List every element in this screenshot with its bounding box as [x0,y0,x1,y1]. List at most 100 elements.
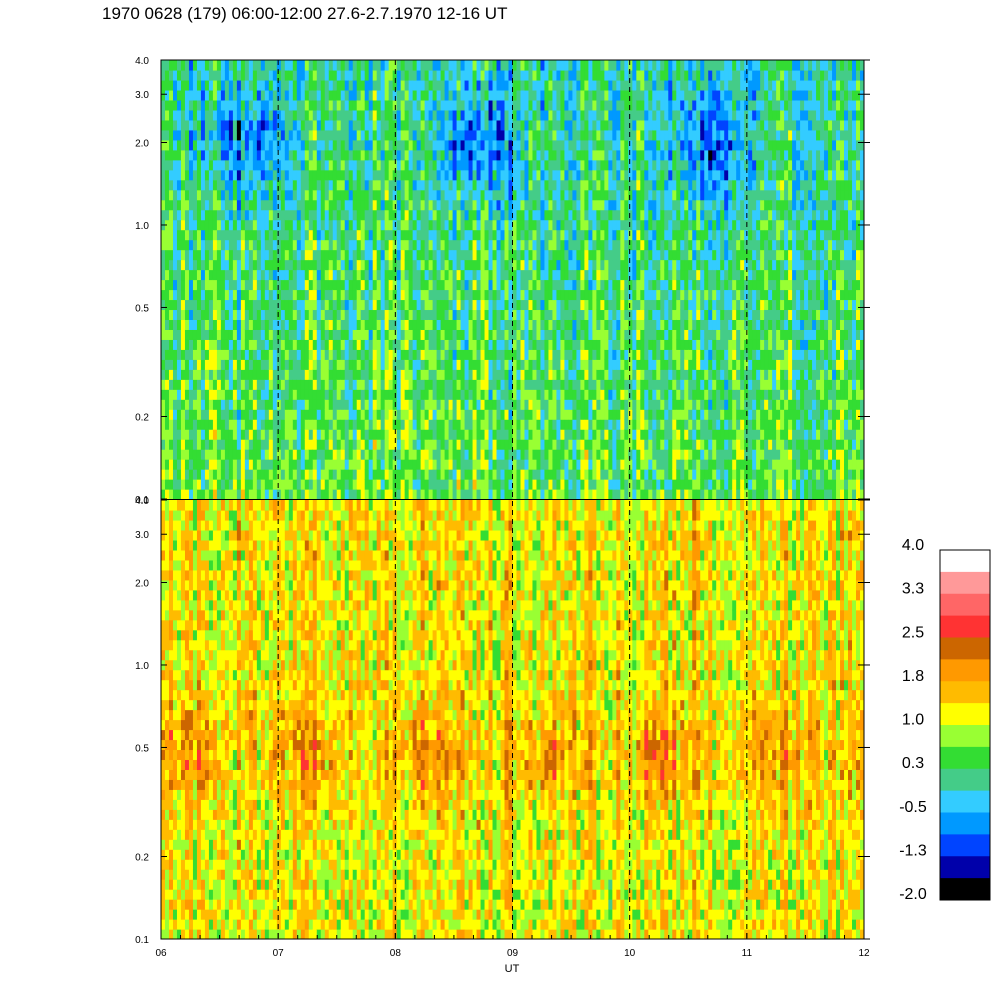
heat-cell [384,60,390,71]
heat-cell [440,269,446,281]
heat-cell [244,279,250,291]
heat-cell [500,99,506,111]
heat-cell [476,159,482,171]
heat-cell [592,239,597,251]
heat-cell [388,239,394,251]
heat-cell [232,359,238,370]
heat-cell [380,439,386,450]
heat-cell [420,399,426,410]
heat-cell [172,269,178,281]
heat-cell [480,179,486,191]
heat-cell [468,449,474,460]
heat-cell [596,89,601,101]
heat-cell [524,199,530,211]
heat-cell [268,299,274,311]
heat-cell [360,169,366,181]
heat-cell [192,179,198,191]
heat-cell [576,259,581,271]
heat-cell [264,309,270,321]
heat-cell [208,60,214,71]
heat-cell [312,89,318,101]
heat-cell [420,149,426,161]
heat-cell [464,179,470,191]
heat-cell [496,249,502,261]
heat-cell [568,339,574,350]
heat-cell [312,119,318,131]
heat-cell [612,309,617,321]
heat-cell [224,169,230,181]
heat-cell [352,279,358,291]
heat-cell [544,279,550,291]
heat-cell [600,179,605,191]
heat-cell [604,449,609,460]
heat-cell [572,269,577,281]
heat-cell [244,379,250,390]
heat-cell [240,339,246,350]
heat-cell [388,229,394,241]
heat-cell [292,269,298,281]
heat-cell [404,389,410,400]
heat-cell [564,459,570,470]
heat-cell [368,329,374,340]
heat-cell [480,409,486,420]
heat-cell [161,389,166,400]
heat-cell [360,249,366,261]
heat-cell [312,419,318,430]
heat-cell [276,389,282,400]
heat-cell [468,309,474,321]
heat-cell [304,409,310,420]
heat-cell [380,489,386,499]
heat-cell [532,169,538,181]
heat-cell [476,429,482,440]
heat-cell [552,159,558,171]
heat-cell [372,89,378,101]
heat-cell [384,239,390,251]
heat-cell [552,229,558,241]
heat-cell [360,329,366,340]
heat-cell [440,159,446,171]
heat-cell [336,89,342,101]
heat-cell [448,219,454,231]
heat-cell [604,109,609,121]
heat-cell [436,159,442,171]
heat-cell [400,379,406,390]
heat-cell [344,179,350,191]
heat-cell [224,269,230,281]
heat-cell [476,489,482,499]
heat-cell [524,349,530,360]
heat-cell [492,60,498,71]
heat-cell [528,379,534,390]
heat-cell [332,299,338,311]
heat-cell [504,279,510,291]
heat-cell [588,249,593,261]
heat-cell [508,259,514,271]
heat-cell [280,369,286,380]
heat-cell [584,259,589,271]
heat-cell [328,299,334,311]
heat-cell [356,389,362,400]
heat-cell [204,169,210,181]
heat-cell [512,259,518,271]
heat-cell [216,309,222,321]
heat-cell [280,149,286,161]
heat-cell [400,169,406,181]
heat-cell [288,459,294,470]
heat-cell [356,169,362,181]
heat-cell [476,179,482,191]
heat-cell [200,489,206,499]
heat-cell [496,109,502,121]
heat-cell [288,239,294,251]
heat-cell [460,409,466,420]
heat-cell [560,199,566,211]
heat-cell [220,419,226,430]
heat-cell [268,60,274,71]
heat-cell [332,399,338,410]
heat-cell [380,139,386,151]
heat-cell [176,249,182,261]
heat-cell [264,129,270,141]
heat-cell [296,169,302,181]
heat-cell [536,369,542,380]
heat-cell [592,449,597,460]
heat-cell [336,129,342,141]
heat-cell [520,389,526,400]
